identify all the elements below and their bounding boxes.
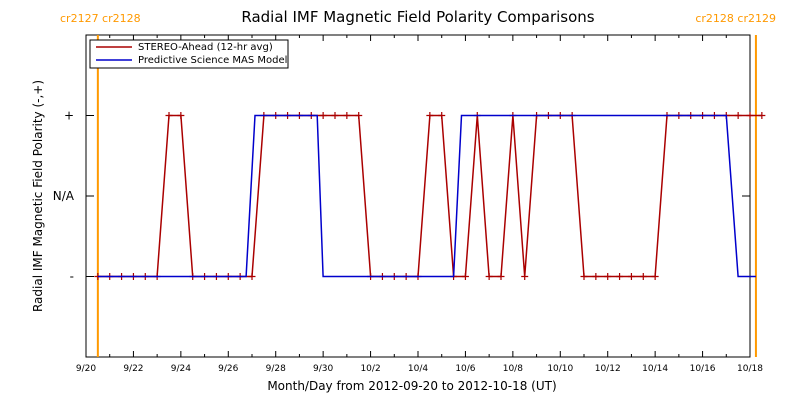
x-tick-label: 10/10: [547, 364, 573, 374]
x-tick-label: 9/26: [218, 364, 238, 374]
y-axis-label: Radial IMF Magnetic Field Polarity (-,+): [31, 80, 45, 312]
data-point-marker: [319, 112, 327, 119]
series-line-0: [97, 114, 762, 278]
x-tick-label: 10/14: [642, 364, 668, 374]
x-tick-label: 10/12: [595, 364, 621, 374]
y-axis-ticks: + N/A -: [53, 109, 750, 284]
plot-frame: [85, 34, 751, 358]
rotation-markers: cr2127 cr2128 cr2128 cr2129: [60, 12, 776, 357]
data-point-marker: [438, 112, 446, 119]
x-axis-ticks: 9/20 9/22 9/24 9/26 9/28 9/30 10/2 10/4 10/6 10/8…: [76, 35, 763, 374]
x-tick-label: 10/4: [408, 364, 428, 374]
data-point-marker: [461, 273, 469, 280]
x-tick-label: 10/2: [360, 364, 380, 374]
rotation-label: cr2127 cr2128: [60, 12, 141, 25]
data-point-marker: [627, 273, 635, 280]
data-point-marker: [616, 273, 624, 280]
data-point-marker: [165, 112, 173, 119]
data-point-marker: [248, 273, 256, 280]
data-point-marker: [746, 112, 754, 119]
x-tick-label: 9/28: [266, 364, 286, 374]
y-tick-label: -: [70, 270, 74, 284]
x-tick-label: 9/22: [123, 364, 143, 374]
data-point-marker: [355, 112, 363, 119]
legend-label-model: Predictive Science MAS Model: [138, 55, 287, 66]
data-point-marker: [177, 112, 185, 119]
series-line-1: [97, 114, 756, 278]
legend-box: [89, 39, 289, 69]
x-tick-label: 9/24: [171, 364, 191, 374]
data-point-marker: [343, 112, 351, 119]
x-tick-label: 10/6: [455, 364, 475, 374]
data-point-marker: [651, 273, 659, 280]
x-tick-label: 9/30: [313, 364, 333, 374]
data-point-marker: [426, 112, 434, 119]
x-tick-label: 10/18: [737, 364, 763, 374]
data-point-marker: [580, 273, 588, 280]
data-point-marker: [639, 273, 647, 280]
x-tick-label: 10/16: [690, 364, 716, 374]
legend: STEREO-Ahead (12-hr avg) Predictive Scie…: [89, 39, 289, 69]
rotation-label: cr2128 cr2129: [695, 12, 776, 25]
chart-title: Radial IMF Magnetic Field Polarity Compa…: [241, 8, 594, 26]
y-tick-label: +: [64, 109, 74, 123]
data-point-marker: [331, 112, 339, 119]
legend-label-stereo: STEREO-Ahead (12-hr avg): [138, 42, 273, 53]
data-point-marker: [592, 273, 600, 280]
data-point-marker: [734, 112, 742, 119]
data-point-marker: [497, 273, 505, 280]
y-tick-label: N/A: [53, 189, 75, 203]
data-point-marker: [758, 112, 766, 119]
series-group: [94, 112, 766, 280]
x-tick-label: 10/8: [503, 364, 523, 374]
x-tick-label: 9/20: [76, 364, 96, 374]
data-point-marker: [604, 273, 612, 280]
data-point-marker: [485, 273, 493, 280]
data-point-marker: [521, 273, 529, 280]
x-axis-label: Month/Day from 2012-09-20 to 2012-10-18 …: [267, 379, 556, 393]
